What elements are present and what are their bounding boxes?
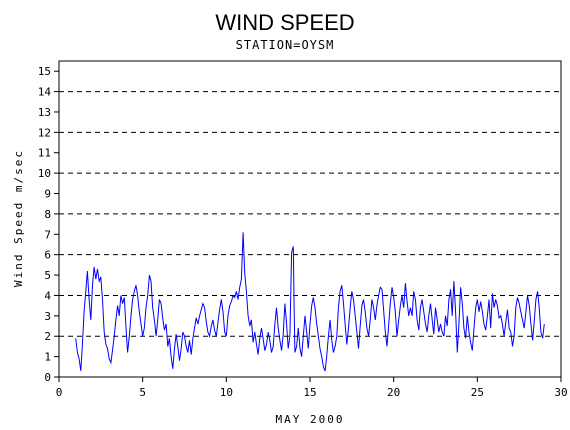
y-tick-label-4: 4 [44,289,51,302]
chart-subtitle: STATION=OYSM [236,38,335,52]
x-tick-label-20: 20 [387,386,400,399]
x-tick-label-25: 25 [471,386,484,399]
y-tick-label-13: 13 [38,106,51,119]
y-axis-label: Wind Speed m/sec [12,149,25,287]
x-tick-label-10: 10 [220,386,233,399]
wind-speed-series-line [75,232,545,372]
y-tick-label-7: 7 [44,228,51,241]
y-tick-label-9: 9 [44,188,51,201]
y-tick-label-1: 1 [44,351,51,364]
y-tick-label-0: 0 [44,371,51,384]
x-axis: 0 5 10 15 20 25 30 [56,377,568,399]
y-tick-label-12: 12 [38,126,51,139]
y-tick-label-15: 15 [38,65,51,78]
chart-title: WIND SPEED [215,10,354,35]
y-tick-label-6: 6 [44,249,51,262]
y-tick-label-14: 14 [38,86,52,99]
x-tick-label-15: 15 [303,386,316,399]
y-tick-label-10: 10 [38,167,51,180]
y-tick-label-2: 2 [44,330,51,343]
y-tick-label-11: 11 [38,147,51,160]
x-tick-label-0: 0 [56,386,63,399]
x-axis-label: MAY 2000 [276,413,345,426]
x-tick-label-5: 5 [139,386,146,399]
x-tick-label-30: 30 [554,386,567,399]
reference-lines [59,91,561,378]
y-tick-label-3: 3 [44,310,51,323]
y-tick-label-5: 5 [44,269,51,282]
y-tick-label-8: 8 [44,208,51,221]
plot-frame [58,60,562,378]
